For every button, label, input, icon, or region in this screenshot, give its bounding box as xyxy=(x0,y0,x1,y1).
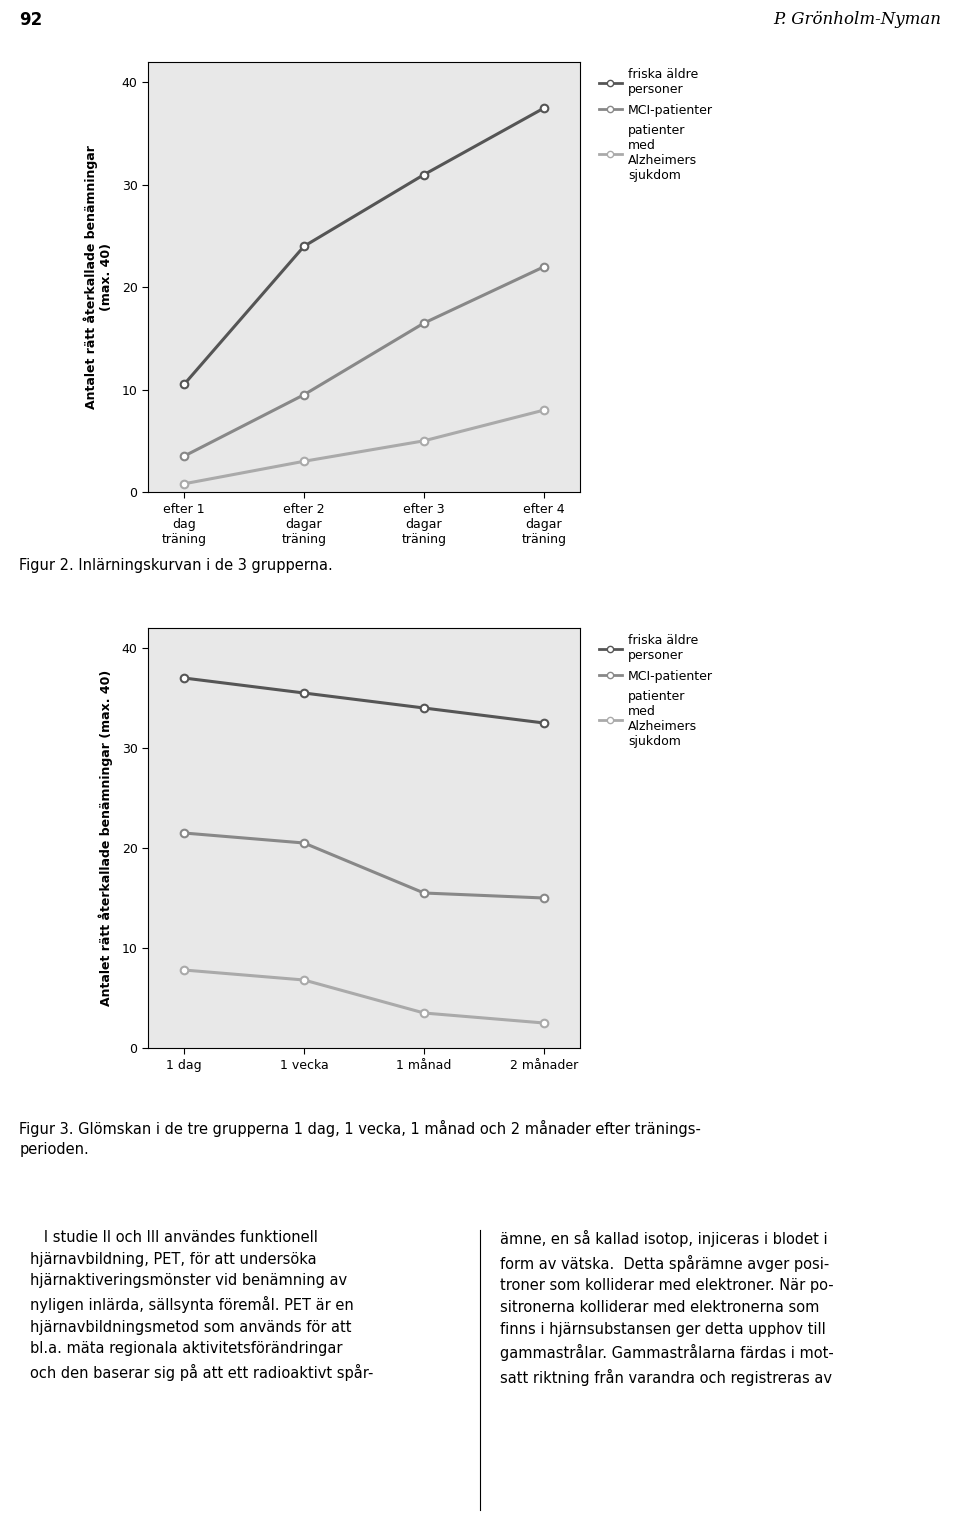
Text: Figur 2. Inlärningskurvan i de 3 grupperna.: Figur 2. Inlärningskurvan i de 3 grupper… xyxy=(19,558,333,573)
Text: Figur 3. Glömskan i de tre grupperna 1 dag, 1 vecka, 1 månad och 2 månader efter: Figur 3. Glömskan i de tre grupperna 1 d… xyxy=(19,1120,701,1157)
Y-axis label: Antalet rätt återkallade benämningar (max. 40): Antalet rätt återkallade benämningar (ma… xyxy=(99,669,113,1007)
Text: ämne, en så kallad isotop, injiceras i blodet i
form av vätska.  Detta spårämne : ämne, en så kallad isotop, injiceras i b… xyxy=(500,1230,833,1386)
Y-axis label: Antalet rätt återkallade benämningar
(max. 40): Antalet rätt återkallade benämningar (ma… xyxy=(84,146,113,409)
Text: P. Grönholm-Nyman: P. Grönholm-Nyman xyxy=(773,12,941,29)
Text: 92: 92 xyxy=(19,11,42,29)
Legend: friska äldre
personer, MCI-patienter, patienter
med
Alzheimers
sjukdom: friska äldre personer, MCI-patienter, pa… xyxy=(599,634,713,748)
Legend: friska äldre
personer, MCI-patienter, patienter
med
Alzheimers
sjukdom: friska äldre personer, MCI-patienter, pa… xyxy=(599,69,713,182)
Text: I studie II och III användes funktionell
hjärnavbildning, PET, för att undersöka: I studie II och III användes funktionell… xyxy=(30,1230,373,1380)
